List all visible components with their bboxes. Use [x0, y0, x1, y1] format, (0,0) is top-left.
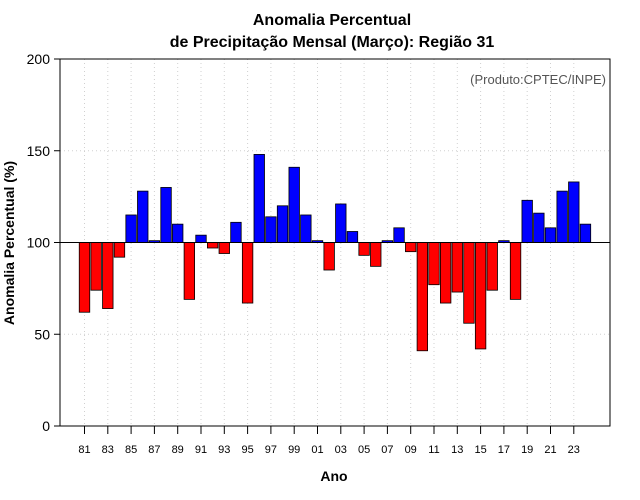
- chart-title-line2: de Precipitação Mensal (Março): Região 3…: [170, 34, 495, 51]
- bar-82: [90, 242, 102, 291]
- x-tick-label: 03: [335, 444, 347, 456]
- x-tick-label: 05: [358, 444, 370, 456]
- bar-12: [439, 242, 452, 304]
- bar-89: [172, 223, 184, 243]
- x-tick-label: 07: [381, 444, 393, 456]
- x-tick-label: 19: [521, 444, 533, 456]
- bar-20: [533, 212, 545, 243]
- x-tick-label: 95: [241, 444, 253, 456]
- bar-99: [288, 166, 300, 243]
- bar-16: [486, 242, 498, 291]
- x-tick-label: 11: [428, 444, 439, 456]
- x-tick-label: 87: [148, 444, 160, 456]
- bar-91: [195, 234, 207, 243]
- source-note: (Produto:CPTEC/INPE): [470, 72, 606, 87]
- y-axis: 0 50 100 150 200: [27, 51, 60, 434]
- bar-22: [556, 190, 568, 243]
- bar-83: [102, 242, 114, 309]
- x-tick-label: 13: [451, 444, 463, 456]
- bar-04: [346, 231, 359, 243]
- bar-10: [416, 242, 429, 352]
- bar-94: [230, 221, 242, 243]
- bar-84: [113, 242, 126, 258]
- x-tick-label: 23: [568, 444, 580, 456]
- x-tick-label: 93: [218, 444, 230, 456]
- bar-98: [276, 205, 289, 243]
- bar-90: [183, 242, 196, 300]
- x-tick-label: 91: [195, 444, 207, 456]
- x-axis: 81 83 85 87 89 91 93 95 97 99 01 03 05 07 09 11 13 15 17 19…: [78, 426, 580, 456]
- bar-24: [579, 223, 592, 243]
- y-axis-title: Anomalia Percentual (%): [1, 161, 17, 325]
- bar-11: [428, 242, 440, 286]
- x-tick-label: 01: [311, 444, 323, 456]
- y-tick-label: 100: [27, 235, 51, 251]
- bar-95: [241, 242, 254, 304]
- x-tick-label: 81: [78, 444, 90, 456]
- bar-88: [160, 187, 172, 243]
- x-tick-label: 89: [172, 444, 184, 456]
- y-tick-label: 150: [27, 143, 51, 159]
- bar-14: [463, 242, 475, 324]
- bar-92: [206, 242, 219, 249]
- bar-96: [253, 154, 265, 243]
- x-axis-title: Ano: [320, 468, 347, 484]
- bar-19: [521, 199, 533, 243]
- bar-23: [568, 181, 580, 243]
- x-tick-label: 17: [498, 444, 510, 456]
- x-tick-label: 85: [125, 444, 137, 456]
- chart-title-line1: Anomalia Percentual: [253, 12, 411, 29]
- y-tick-label: 200: [27, 51, 51, 67]
- x-tick-label: 83: [102, 444, 114, 456]
- bar-81: [78, 242, 91, 313]
- bar-13: [451, 242, 463, 293]
- y-tick-label: 50: [34, 326, 50, 342]
- bar-03: [335, 203, 347, 243]
- x-tick-label: 09: [405, 444, 417, 456]
- x-tick-label: 15: [474, 444, 486, 456]
- bar-15: [474, 242, 487, 350]
- bar-85: [125, 214, 137, 243]
- bar-86: [137, 190, 149, 243]
- y-tick-label: 0: [42, 418, 50, 434]
- x-tick-label: 99: [288, 444, 300, 456]
- x-tick-label: 21: [544, 444, 556, 456]
- bar-00: [300, 214, 312, 243]
- bars: [78, 154, 592, 352]
- bar-97: [265, 216, 277, 243]
- bar-18: [509, 242, 522, 300]
- bar-06: [370, 242, 382, 267]
- bar-02: [323, 242, 335, 271]
- bar-21: [544, 227, 557, 243]
- bar-08: [393, 227, 405, 243]
- bar-93: [218, 242, 230, 254]
- bar-05: [358, 242, 370, 256]
- bar-09: [405, 242, 417, 253]
- x-tick-label: 97: [265, 444, 277, 456]
